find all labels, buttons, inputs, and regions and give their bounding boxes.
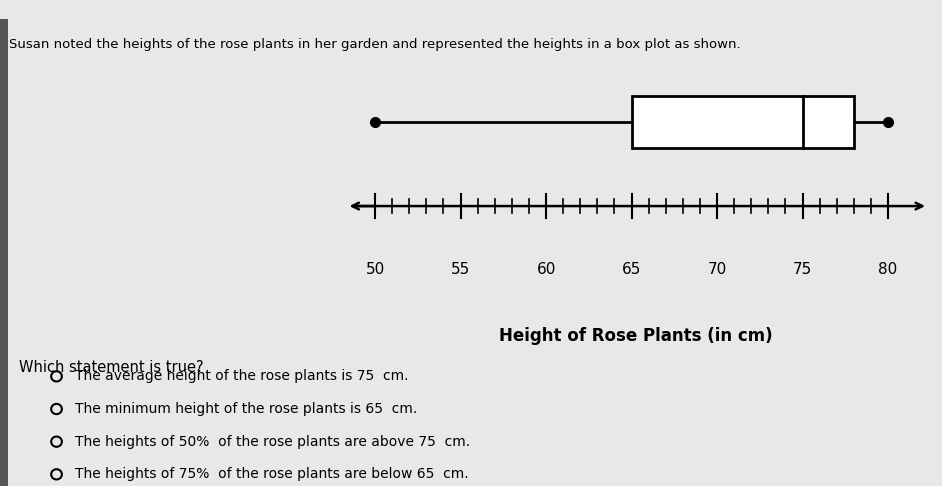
Text: 80: 80 bbox=[879, 262, 898, 277]
Bar bbox=[631, 96, 853, 148]
Text: 65: 65 bbox=[622, 262, 642, 277]
Text: The heights of 75%  of the rose plants are below 65  cm.: The heights of 75% of the rose plants ar… bbox=[75, 468, 469, 481]
Text: Height of Rose Plants (in cm): Height of Rose Plants (in cm) bbox=[499, 328, 772, 346]
Text: The heights of 50%  of the rose plants are above 75  cm.: The heights of 50% of the rose plants ar… bbox=[75, 434, 470, 449]
Bar bbox=[0, 19, 8, 486]
Text: 60: 60 bbox=[536, 262, 556, 277]
Text: 75: 75 bbox=[793, 262, 812, 277]
Text: The average height of the rose plants is 75  cm.: The average height of the rose plants is… bbox=[75, 369, 409, 383]
Text: The minimum height of the rose plants is 65  cm.: The minimum height of the rose plants is… bbox=[75, 402, 417, 416]
Text: 55: 55 bbox=[451, 262, 470, 277]
Text: Susan noted the heights of the rose plants in her garden and represented the hei: Susan noted the heights of the rose plan… bbox=[9, 38, 741, 51]
Text: 50: 50 bbox=[365, 262, 384, 277]
Text: Which statement is true?: Which statement is true? bbox=[19, 360, 203, 375]
Text: 70: 70 bbox=[707, 262, 726, 277]
